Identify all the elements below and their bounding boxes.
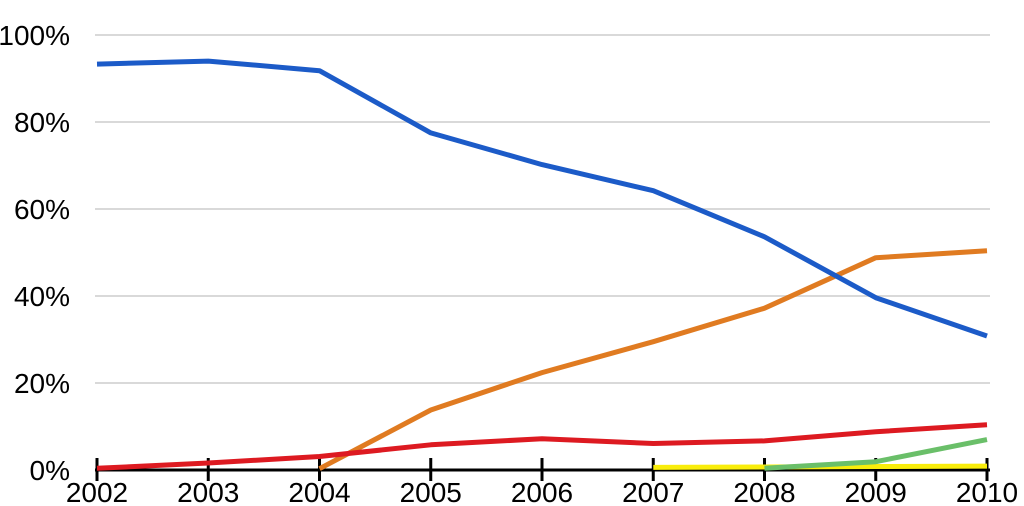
x-axis-tick-label: 2010 [956, 477, 1018, 506]
x-axis-tick-label: 2002 [66, 477, 128, 506]
x-axis-tick-label: 2003 [177, 477, 239, 506]
orange-line [318, 248, 988, 471]
y-axis-tick-label: 100% [0, 20, 70, 51]
y-axis-tick-label: 60% [14, 194, 70, 225]
x-axis-tick-label: 2004 [288, 477, 350, 506]
x-axis-tick-label: 2008 [733, 477, 795, 506]
red-line [96, 422, 988, 471]
x-axis-tick-label: 2005 [400, 477, 462, 506]
y-axis-tick-label: 80% [14, 107, 70, 138]
blue-line [96, 58, 988, 339]
y-axis-tick-label: 20% [14, 368, 70, 399]
x-axis-tick-label: 2009 [845, 477, 907, 506]
x-axis-tick-label: 2007 [622, 477, 684, 506]
x-axis-tick-label: 2006 [511, 477, 573, 506]
y-axis-tick-label: 0% [30, 455, 70, 486]
green-line [764, 437, 988, 471]
y-axis-tick-label: 40% [14, 281, 70, 312]
